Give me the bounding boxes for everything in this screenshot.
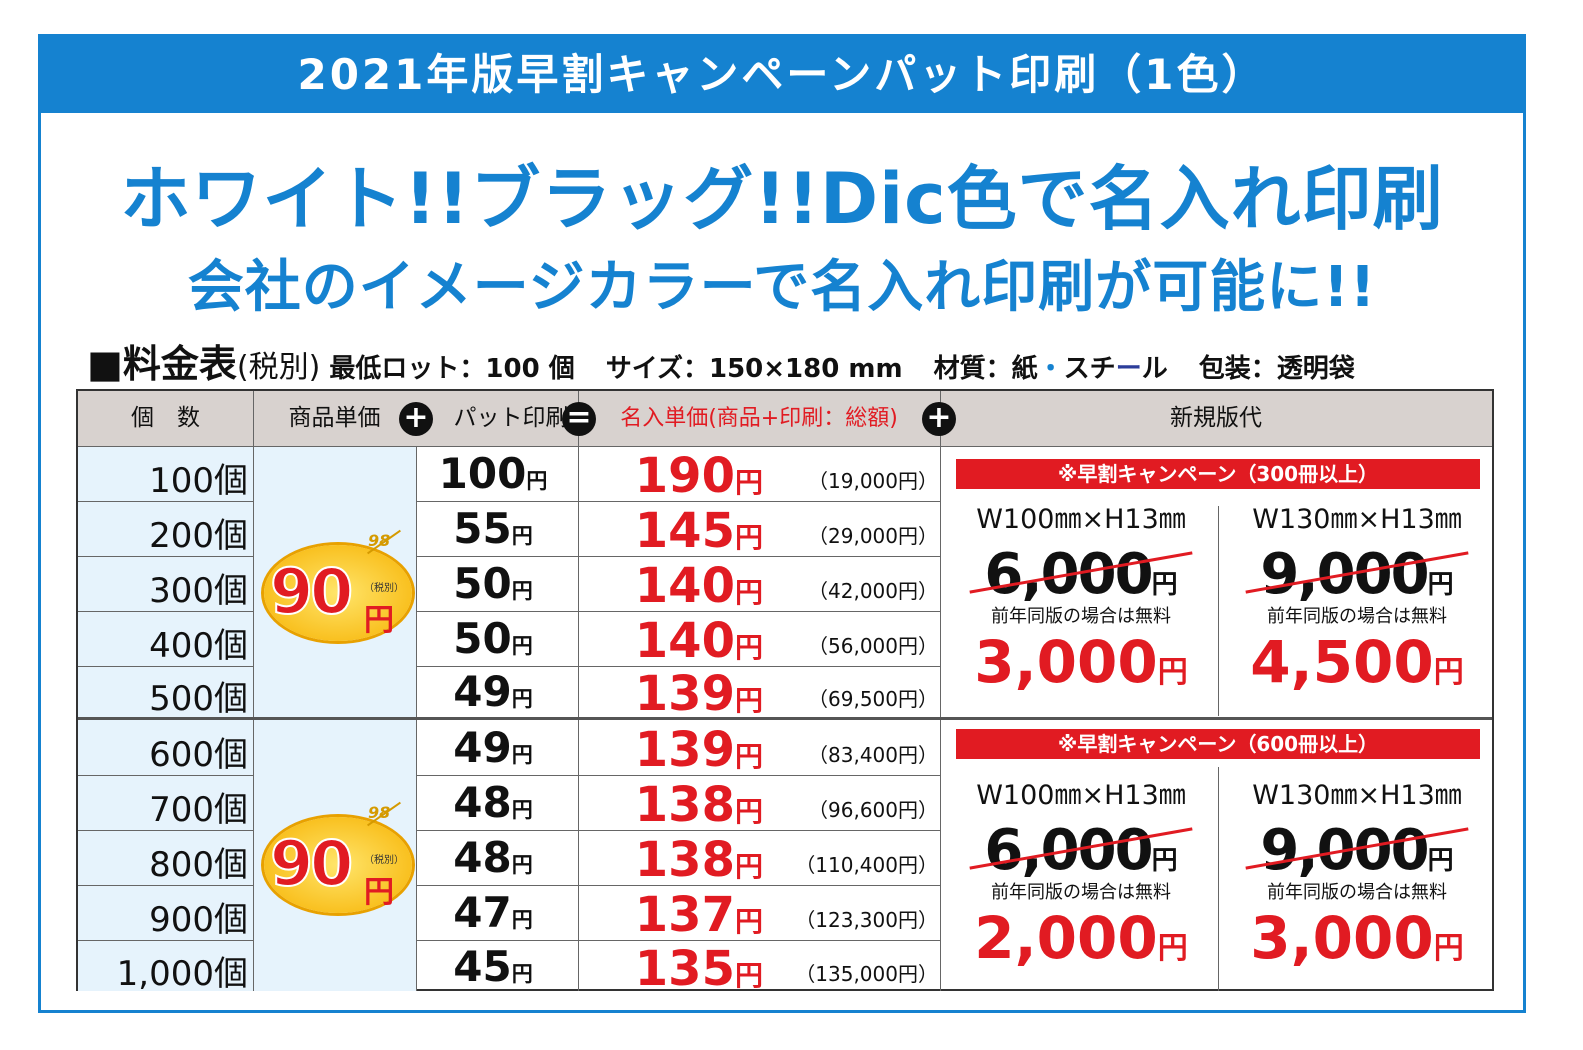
unit-price-badge: 98 90 （税別） 円 <box>264 529 412 643</box>
print-price-cell: 48円 <box>453 833 533 882</box>
total-cell: （123,300円） <box>795 908 938 932</box>
qty-cell: 400個 <box>149 626 248 666</box>
campaign-banner: ※早割キャンペーン（300冊以上） <box>956 459 1480 489</box>
qty-cell: 100個 <box>149 461 248 501</box>
table-header <box>78 391 1492 446</box>
equals-icon: = <box>562 402 596 436</box>
packaging-spec: 包装：透明袋 <box>1198 354 1355 384</box>
header-name-price: 名入単価(商品+印刷：総額) <box>620 406 898 431</box>
old-price-strike: 98 <box>368 531 391 550</box>
unit-price-cell: 138円 <box>634 777 763 833</box>
unit-price-cell: 135円 <box>634 941 763 997</box>
plate-price-box: W100㎜×H13㎜ 6,000円 前年同版の場合は無料 2,000円 <box>946 773 1216 972</box>
unit-price-cell: 145円 <box>634 503 763 559</box>
qty-cell: 900個 <box>149 900 248 940</box>
print-price-cell: 50円 <box>453 614 533 663</box>
flyer-frame: 2021年版早割キャンペーンパット印刷（1色） ホワイト!!ブラッグ!!Dic色… <box>38 34 1526 1013</box>
total-cell: （96,600円） <box>808 798 938 822</box>
header-plate-fee: 新規版代 <box>1170 405 1262 431</box>
print-price-cell: 100円 <box>438 449 548 498</box>
qty-cell: 200個 <box>149 516 248 556</box>
total-cell: （56,000円） <box>808 634 938 658</box>
total-cell: （135,000円） <box>795 962 938 986</box>
total-cell: （83,400円） <box>808 743 938 767</box>
print-price-cell: 50円 <box>453 559 533 608</box>
print-price-cell: 47円 <box>453 888 533 937</box>
headline-main: ホワイト!!ブラッグ!!Dic色で名入れ印刷 <box>120 158 1444 240</box>
old-price-strike: 98 <box>368 803 391 822</box>
size-spec: サイズ：150×180 mm <box>605 354 903 384</box>
min-lot: 最低ロット：100 個 <box>329 354 575 384</box>
print-price-cell: 49円 <box>453 667 533 716</box>
plus-icon: + <box>922 402 956 436</box>
total-cell: （19,000円） <box>808 469 938 493</box>
material-spec: 材質：紙・スチール <box>933 354 1168 384</box>
price-table-heading: ■料金表 <box>87 342 237 386</box>
total-cell: （29,000円） <box>808 524 938 548</box>
qty-cell: 600個 <box>149 735 248 775</box>
total-cell: （42,000円） <box>808 579 938 603</box>
qty-cell: 500個 <box>149 679 248 719</box>
unit-price-cell: 139円 <box>634 666 763 722</box>
qty-cell: 800個 <box>149 845 248 885</box>
plate-price-box: W100㎜×H13㎜ 6,000円 前年同版の場合は無料 3,000円 <box>946 497 1216 696</box>
qty-cell: 300個 <box>149 571 248 611</box>
headline-sub: 会社のイメージカラーで名入れ印刷が可能に!! <box>187 255 1377 320</box>
title-bar: 2021年版早割キャンペーンパット印刷（1色） <box>41 37 1523 113</box>
unit-price-cell: 137円 <box>634 887 763 943</box>
unit-price-cell: 138円 <box>634 832 763 888</box>
total-cell: （69,500円） <box>808 687 938 711</box>
plate-price-box: W130㎜×H13㎜ 9,000円 前年同版の場合は無料 4,500円 <box>1222 497 1492 696</box>
qty-cell: 1,000個 <box>116 954 248 994</box>
header-pad-print: パット印刷 <box>453 405 569 431</box>
qty-cell: 700個 <box>149 790 248 830</box>
header-qty: 個 数 <box>131 405 200 431</box>
total-cell: （110,400円） <box>795 853 938 877</box>
plate-price-box: W130㎜×H13㎜ 9,000円 前年同版の場合は無料 3,000円 <box>1222 773 1492 972</box>
price-table: 個 数 商品単価 パット印刷 名入単価(商品+印刷：総額) 新規版代 + = +… <box>76 389 1494 997</box>
price-info-line: ■料金表(税別) 最低ロット：100 個 サイズ：150×180 mm 材質：紙… <box>87 333 1355 388</box>
header-unit-price: 商品単価 <box>288 405 381 431</box>
print-price-cell: 49円 <box>453 723 533 772</box>
plus-icon: + <box>399 402 433 436</box>
print-price-cell: 55円 <box>453 504 533 553</box>
unit-price-cell: 139円 <box>634 722 763 778</box>
unit-price-cell: 140円 <box>634 558 763 614</box>
print-price-cell: 48円 <box>453 778 533 827</box>
tax-note: (税別) <box>236 350 321 385</box>
print-price-cell: 45円 <box>453 942 533 991</box>
unit-price-cell: 190円 <box>634 448 763 504</box>
unit-price-cell: 140円 <box>634 613 763 669</box>
unit-price-badge: 98 90 （税別） 円 <box>264 801 412 915</box>
campaign-banner: ※早割キャンペーン（600冊以上） <box>956 729 1480 759</box>
